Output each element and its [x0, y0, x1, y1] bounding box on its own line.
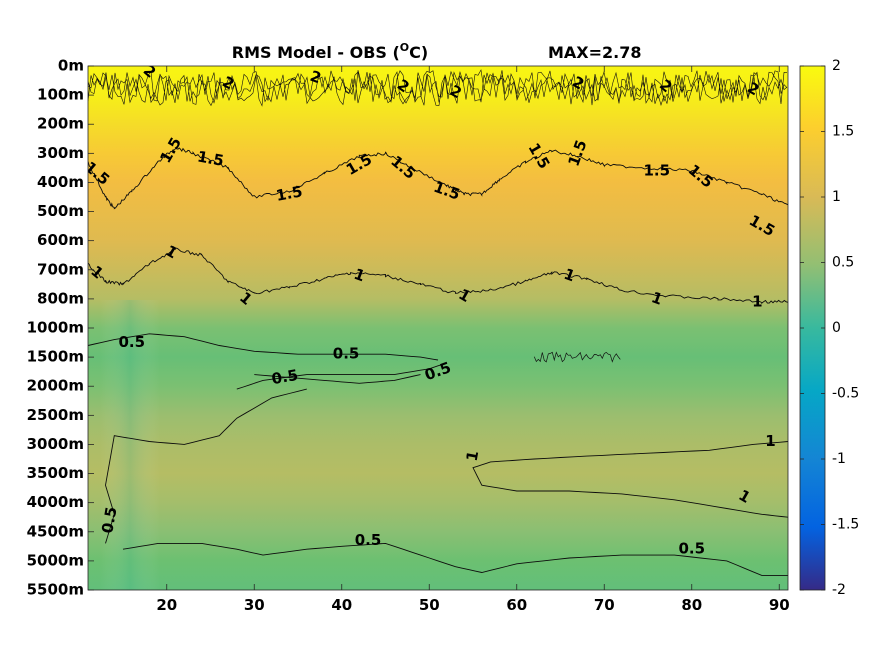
y-tick-label: 200m: [37, 115, 84, 133]
max-label: MAX=2.78: [548, 43, 642, 62]
contour-label: 1: [765, 432, 775, 450]
x-tick-label: 60: [506, 596, 527, 614]
heatmap-field: [88, 66, 788, 590]
colorbar-tick-label: 0: [832, 320, 841, 336]
x-tick-label: 30: [244, 596, 265, 614]
y-tick-label: 600m: [37, 231, 84, 249]
contour-line-0-5: [105, 388, 307, 544]
colorbar-tick-label: -1.5: [832, 517, 859, 533]
y-tick-label: 500m: [37, 202, 84, 220]
plot-area: 22 2 2 2 2 2 21.51.5 1.51.51.5 1.51.51.5 1.51.5 1.…: [88, 66, 788, 590]
contour-lines: [88, 147, 788, 576]
y-tick-label: 4000m: [27, 493, 84, 511]
contour-label: 1: [463, 449, 483, 462]
colorbar-tick-label: 0.5: [832, 255, 854, 271]
x-tick-label: 70: [594, 596, 615, 614]
x-tick-label: 20: [156, 596, 177, 614]
contour-label: 1.5: [644, 161, 671, 179]
y-axis: 0m 100m 200m 300m 400m 500m 600m 700m 800m 1000m 1…: [27, 57, 94, 599]
contour-label: 0.5: [119, 333, 146, 351]
y-tick-label: 800m: [37, 289, 84, 307]
contour-label: 1.5: [196, 148, 225, 170]
contour-noise-patch: [533, 351, 621, 363]
chart-title: RMS Model - OBS (OC): [232, 41, 428, 62]
contour-label: 1.5: [275, 182, 304, 204]
x-tick-label: 90: [769, 596, 790, 614]
colorbar-tick-label: 1.5: [832, 124, 854, 140]
y-tick-label: 5500m: [27, 581, 84, 599]
contour-2-band: [88, 69, 788, 107]
contour-label: 0.5: [98, 505, 120, 534]
contour-line-0-5: [88, 333, 439, 361]
x-tick-label: 40: [331, 596, 352, 614]
colorbar-tick-label: -1: [832, 451, 846, 467]
x-tick-label: 50: [419, 596, 440, 614]
y-tick-label: 2000m: [27, 377, 84, 395]
contour-line-0-5: [254, 374, 421, 384]
contour-line-1: [472, 441, 788, 518]
y-tick-label: 700m: [37, 260, 84, 278]
y-tick-label: 1000m: [27, 319, 84, 337]
colorbar-ticks: 2 1.5 1 0.5 0 -0.5 -1 -1.5 -2: [800, 58, 859, 598]
y-tick-label: 5000m: [27, 551, 84, 569]
heatmap-shading: [100, 300, 160, 590]
contour-label: 0.5: [679, 540, 706, 558]
y-tick-label: 1500m: [27, 348, 84, 366]
y-tick-label: 2500m: [27, 406, 84, 424]
y-tick-label: 3500m: [27, 464, 84, 482]
contour-line-1: [88, 247, 788, 305]
surface-noise: [88, 69, 788, 363]
contour-label: 1: [752, 292, 762, 310]
y-tick-label: 3000m: [27, 435, 84, 453]
contour-label: 0.5: [333, 345, 360, 363]
y-tick-label: 4500m: [27, 522, 84, 540]
y-tick-label: 0m: [58, 57, 84, 75]
x-axis: 20 30 40 50 60 70 80 90: [156, 66, 790, 614]
contour-line-0-5: [236, 362, 447, 390]
y-tick-label: 100m: [37, 86, 84, 104]
y-tick-label: 400m: [37, 173, 84, 191]
contour-line-1-5: [88, 147, 788, 210]
y-tick-label: 300m: [37, 144, 84, 162]
colorbar-tick-label: 2: [832, 58, 841, 74]
contour-label: 0.5: [270, 366, 299, 388]
x-tick-label: 80: [681, 596, 702, 614]
colorbar-tick-label: 1: [832, 189, 841, 205]
contour-label: 0.5: [355, 531, 382, 549]
colorbar-tick-label: -2: [832, 582, 846, 598]
colorbar-tick-label: -0.5: [832, 386, 859, 402]
contour-line-0-5: [122, 542, 788, 576]
